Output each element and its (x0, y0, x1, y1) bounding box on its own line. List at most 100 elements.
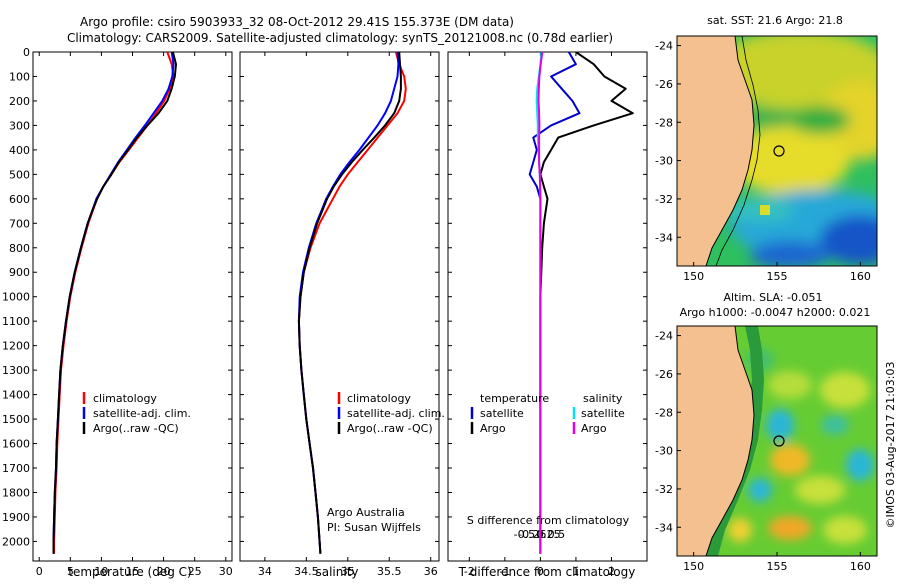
sla-blob-10 (823, 516, 867, 544)
depth-tick-label: 1500 (2, 413, 30, 426)
x-tick-label: 25 (188, 565, 202, 578)
map-x-tick-label: 155 (767, 560, 788, 573)
depth-tick-label: 1900 (2, 511, 30, 524)
x-tick-label: 36 (424, 565, 438, 578)
header-line-1: Argo profile: csiro 5903933_32 08-Oct-20… (80, 15, 514, 29)
depth-tick-label: 1000 (2, 291, 30, 304)
x-tick-label: 15 (126, 565, 140, 578)
difference-xlabel-s: S difference from climatology (467, 514, 630, 527)
salinity-x-ticks: 34 34.5 35 35.5 36 (258, 52, 438, 578)
depth-tick-label: 1300 (2, 364, 30, 377)
map-y-tick-label: -30 (655, 445, 673, 458)
x-tick-label: 1 (572, 565, 579, 578)
credit-pi: PI: Susan Wijffels (327, 521, 421, 534)
sla-blob-7 (795, 476, 845, 504)
map-y-tick-label: -26 (655, 78, 673, 91)
x-tick-label: 20 (157, 565, 171, 578)
legend-label-s-satellite: satellite (581, 407, 625, 420)
legend-label-t-argo: Argo (480, 422, 506, 435)
difference-xlabel-t: T difference from climatology (458, 565, 636, 579)
sla-blob-9 (768, 516, 812, 540)
sla-blob-4 (821, 415, 849, 435)
sla-blob-8 (846, 449, 874, 481)
depth-tick-label: 1100 (2, 315, 30, 328)
map-y-tick-label: -32 (655, 193, 673, 206)
legend-label-climatology: climatology (347, 392, 411, 405)
depth-tick-label: 1200 (2, 340, 30, 353)
map-y-tick-label: -34 (655, 231, 673, 244)
map-y-tick-label: -34 (655, 521, 673, 534)
legend-label-argo: Argo(..raw -QC) (93, 422, 179, 435)
temperature-xlabel: temperature (deg C) (68, 565, 191, 579)
sst-warm-central (730, 125, 850, 195)
sst-shelf-line (705, 36, 755, 266)
sst-green-east (790, 106, 850, 134)
map-x-tick-label: 150 (683, 560, 704, 573)
series-line-argo (297, 52, 402, 554)
map-y-tick-label: -28 (655, 406, 673, 419)
legend-t-header: temperature (480, 392, 549, 405)
map-y-tick-label: -26 (655, 368, 673, 381)
sst-contour (715, 36, 761, 266)
difference-axes-box (447, 51, 648, 562)
sst-map-ticks: 150 155 160 -24 -26 -28 -30 -32 -34 (655, 40, 871, 283)
depth-tick-label: 800 (9, 242, 30, 255)
depth-tick-label: 1700 (2, 462, 30, 475)
sst-cold-southeast (820, 215, 877, 265)
x-tick-label: 35 (341, 565, 355, 578)
depth-tick-label: 100 (9, 70, 30, 83)
depth-tick-label: 600 (9, 193, 30, 206)
x-tick-label: 2 (608, 565, 615, 578)
salinity-depth-ticks (240, 51, 439, 542)
sla-blob-1 (768, 371, 812, 399)
legend-label-satellite: satellite-adj. clim. (347, 407, 445, 420)
depth-tick-label: 700 (9, 217, 30, 230)
map-y-tick-label: -24 (655, 40, 673, 53)
legend-label-argo: Argo(..raw -QC) (347, 422, 433, 435)
salinity-legend: climatology satellite-adj. clim. Argo(..… (337, 392, 445, 435)
sst-map-title: sat. SST: 21.6 Argo: 21.8 (707, 14, 843, 27)
salinity-lines (297, 52, 407, 554)
series-line-s-argo (537, 52, 544, 554)
temperature-lines (52, 52, 177, 554)
temperature-legend: climatology satellite-adj. clim. Argo(..… (82, 392, 191, 435)
legend-label-climatology: climatology (93, 392, 157, 405)
depth-tick-label: 200 (9, 95, 30, 108)
depth-tick-label: 900 (9, 266, 30, 279)
sst-warm-spot (760, 205, 770, 215)
depth-tick-label: 1600 (2, 438, 30, 451)
map-x-tick-label: 160 (850, 560, 871, 573)
temperature-x-ticks: 0 5 10 15 20 25 30 (36, 52, 233, 578)
sst-blobs (710, 36, 877, 266)
sst-map-panel: sat. SST: 21.6 Argo: 21.8 150 155 160 -24 -2… (655, 14, 878, 283)
sla-blob-5 (770, 444, 810, 476)
x-tick-label: 0 (537, 565, 544, 578)
x-tick-label: -2 (464, 565, 475, 578)
x-tick-label: -1 (499, 565, 510, 578)
difference-legend: temperature satellite Argo salinity sate… (470, 392, 625, 435)
sst-land (677, 36, 754, 266)
x-tick-label: 35.5 (377, 565, 402, 578)
sla-map-title: Altim. SLA: -0.051 (723, 291, 822, 304)
sla-blob-2 (820, 372, 870, 408)
sla-map-ticks: 150 155 160 -24 -26 -28 -30 -32 -34 (655, 330, 871, 573)
depth-tick-label: 2000 (2, 535, 30, 548)
s-tick-label: -0.5 (514, 528, 535, 541)
map-y-tick-label: -32 (655, 483, 673, 496)
depth-tick-label: 300 (9, 119, 30, 132)
x-tick-label: 5 (67, 565, 74, 578)
difference-lines (528, 52, 634, 554)
sla-land (677, 326, 754, 556)
depth-tick-label: 500 (9, 168, 30, 181)
x-tick-label: 10 (94, 565, 108, 578)
sla-map-panel: Altim. SLA: -0.051 Argo h1000: -0.0047 h… (655, 291, 878, 573)
map-x-tick-label: 155 (767, 270, 788, 283)
sst-float-marker (773, 145, 785, 157)
credit-org: Argo Australia (327, 506, 405, 519)
map-y-tick-label: -30 (655, 155, 673, 168)
sst-green-mid (748, 108, 792, 128)
depth-tick-label: 1400 (2, 389, 30, 402)
sla-coastline (705, 326, 755, 556)
